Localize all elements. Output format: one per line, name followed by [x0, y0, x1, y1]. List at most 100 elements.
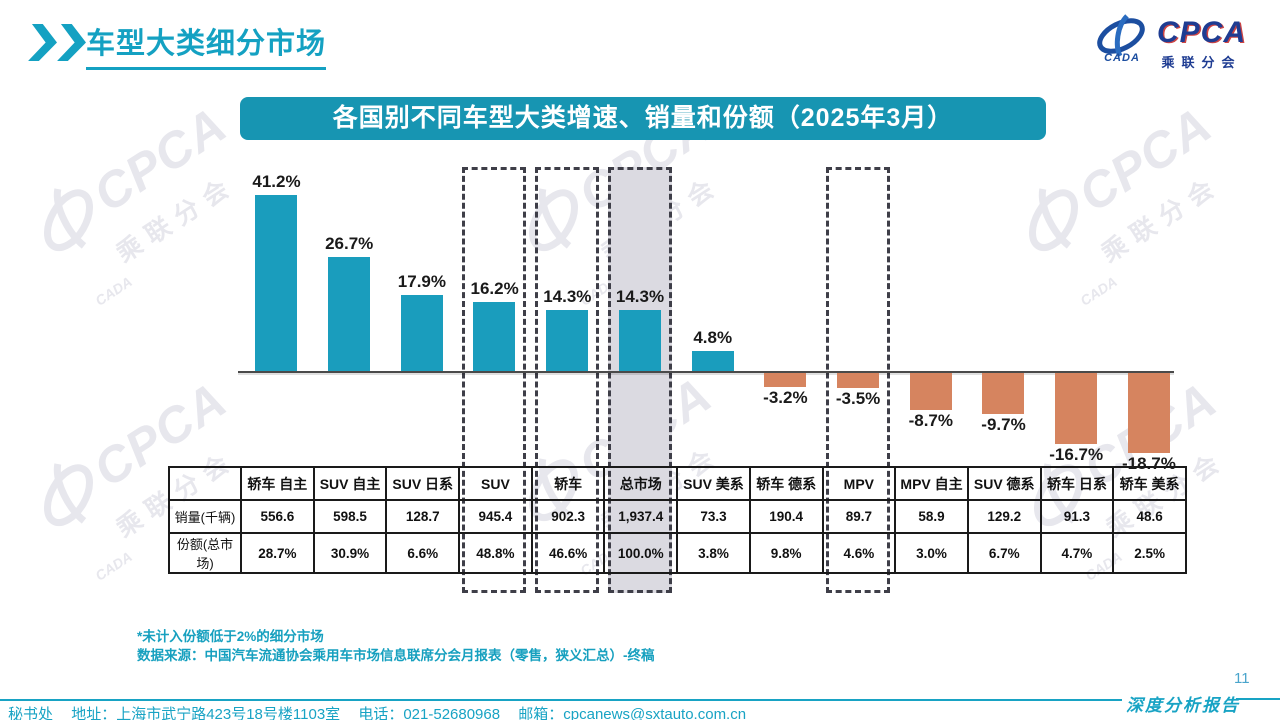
table-cell: 190.4: [748, 499, 824, 534]
bar-SUV-日系: [400, 294, 443, 371]
column-header-SUV-自主: SUV 自主: [312, 466, 388, 501]
watermark-association-text: 乘联分会: [111, 170, 242, 269]
column-header-SUV: SUV: [458, 466, 533, 501]
highlight-box-MPV: [825, 167, 890, 593]
row-label: 份额(总市场): [168, 532, 242, 574]
bar-轿车-美系: [1127, 373, 1170, 453]
bar-总市场: [618, 309, 661, 371]
bar-value-label: 16.2%: [470, 278, 519, 298]
bar-SUV-德系: [982, 373, 1025, 415]
bar-轿车-德系: [764, 373, 807, 387]
table-cell: 30.9%: [312, 532, 388, 574]
watermark-cpca-text: CPCA: [83, 96, 237, 223]
table-cell: 4.6%: [821, 532, 897, 574]
bar-value-label: -3.5%: [835, 388, 881, 408]
chevron-double-icon: [30, 24, 86, 61]
table-cell: 1,937.4: [603, 499, 679, 534]
highlight-box-轿车: [535, 167, 600, 593]
bar-SUV-自主: [328, 256, 370, 371]
table-corner-cell: [168, 466, 242, 501]
cpca-logo: CADA CPCA 乘联分会: [1094, 14, 1246, 71]
column-header-SUV-德系: SUV 德系: [966, 466, 1042, 501]
table-cell: 556.6: [240, 499, 315, 534]
footer-divider-line-right: [1236, 698, 1280, 700]
cpca-wordmark: CPCA: [1157, 16, 1247, 49]
report-type-label: 深度分析报告: [1126, 696, 1240, 716]
footer-divider-line: [0, 699, 1122, 701]
table-cell: 48.6: [1112, 499, 1187, 534]
column-header-轿车-美系: 轿车 美系: [1112, 466, 1187, 501]
table-cell: 46.6%: [530, 532, 606, 574]
table-row: 份额(总市场) 28.7% 30.9% 6.6% 48.8% 46.6% 100.0% 3.8…: [168, 532, 1187, 574]
bar-SUV: [473, 301, 516, 371]
bar-value-label: -8.7%: [908, 411, 953, 431]
table-cell: 129.2: [966, 499, 1042, 534]
association-name: 乘联分会: [1161, 55, 1242, 70]
column-header-轿车-德系: 轿车 德系: [748, 466, 824, 501]
page-number: 11: [1234, 670, 1250, 687]
column-header-轿车-自主: 轿车 自主: [240, 466, 315, 501]
table-cell: 89.7: [821, 499, 897, 534]
bar-SUV-美系: [691, 350, 734, 371]
bar-value-label: -16.7%: [1049, 445, 1104, 465]
table-cell: 73.3: [676, 499, 751, 534]
footer-email: 邮箱：cpcanews@sxtauto.com.cn: [518, 706, 747, 720]
table-cell: 3.8%: [676, 532, 751, 574]
footnote-threshold: *未计入份额低于2%的细分市场: [137, 629, 324, 644]
bar-value-label: 4.8%: [693, 327, 733, 347]
bar-value-label: 41.2%: [252, 172, 301, 192]
table-cell: 58.9: [894, 499, 969, 534]
x-axis-line: [238, 371, 1174, 373]
watermark-emblem-icon: [43, 188, 94, 252]
table-cell: 2.5%: [1112, 532, 1187, 574]
column-header-总市场: 总市场: [603, 466, 679, 501]
footer-contact: 秘书处 地址：上海市武宁路423号18号楼1103室 电话：021-526809…: [8, 703, 760, 720]
table-cell: 91.3: [1039, 499, 1115, 534]
bar-value-label: 14.3%: [615, 286, 665, 306]
chevron-right-icon: [57, 24, 88, 61]
table-cell: 3.0%: [894, 532, 969, 574]
column-header-MPV-自主: MPV 自主: [894, 466, 969, 501]
table-cell: 100.0%: [603, 532, 679, 574]
page-title: 车型大类细分市场: [86, 20, 327, 70]
footer-address: 地址：上海市武宁路423号18号楼1103室: [71, 706, 341, 720]
cpca-emblem: CADA: [1094, 14, 1150, 64]
table-row: 销量(千辆) 556.6 598.5 128.7 945.4 902.3 1,937.4 73…: [168, 499, 1187, 534]
table-cell: 128.7: [385, 499, 461, 534]
cada-label: CADA: [1104, 52, 1140, 64]
table-cell: 9.8%: [748, 532, 824, 574]
column-header-轿车: 轿车: [530, 466, 606, 501]
table-cell: 48.8%: [458, 532, 533, 574]
data-table: 轿车 自主 SUV 自主 SUV 日系 SUV 轿车 总市场 SUV 美系 轿车 德系 MPV M…: [168, 466, 1187, 574]
bar-轿车: [546, 309, 589, 371]
table-cell: 902.3: [530, 499, 606, 534]
column-header-SUV-日系: SUV 日系: [385, 466, 461, 501]
bar-MPV: [836, 373, 879, 388]
chevron-right-icon: [28, 24, 59, 61]
table-cell: 945.4: [458, 499, 533, 534]
table-cell: 598.5: [312, 499, 388, 534]
table-cell: 28.7%: [240, 532, 315, 574]
footer-phone: 电话：021-52680968: [358, 706, 501, 720]
column-header-轿车-日系: 轿车 日系: [1039, 466, 1115, 501]
watermark-emblem-icon: [43, 463, 94, 527]
footnotes: *未计入份额低于2%的细分市场 数据来源：中国汽车流通协会乘用车市场信息联席分会…: [137, 627, 655, 665]
bar-轿车-自主: [255, 195, 298, 371]
bar-value-label: 14.3%: [543, 286, 592, 306]
bar-MPV-自主: [909, 373, 952, 411]
column-header-MPV: MPV: [821, 466, 897, 501]
footnote-source: 数据来源：中国汽车流通协会乘用车市场信息联席分会月报表（零售，狭义汇总）-终稿: [137, 648, 655, 663]
table-cell: 4.7%: [1039, 532, 1115, 574]
highlight-box-SUV: [462, 167, 527, 593]
bar-value-label: 17.9%: [397, 271, 446, 291]
bar-value-label: -9.7%: [981, 415, 1026, 435]
table-cell: 6.7%: [966, 532, 1042, 574]
bar-value-label: -3.2%: [763, 387, 808, 407]
bar-chart: 41.2% 26.7% 17.9% 16.2% 14.3% 14.3% 4.8% -3.2% -…: [238, 160, 1185, 473]
footer-secretariat: 秘书处: [8, 706, 54, 720]
chart-title-banner: 各国别不同车型大类增速、销量和份额（2025年3月）: [240, 97, 1046, 140]
bar-value-label: 26.7%: [325, 233, 374, 253]
bar-轿车-日系: [1055, 373, 1097, 445]
